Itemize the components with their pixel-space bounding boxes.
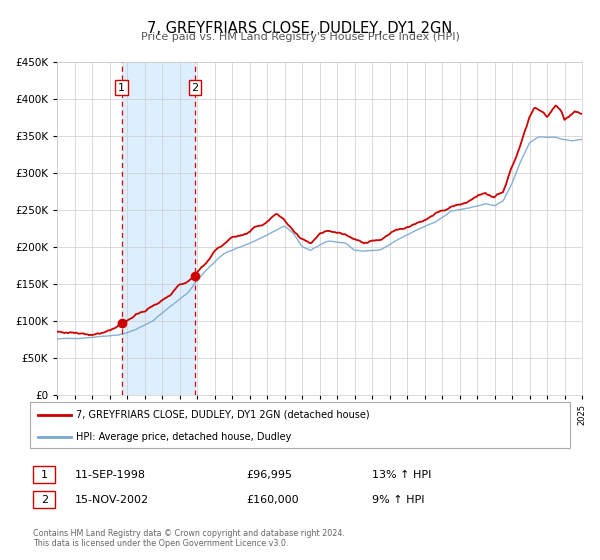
Text: £160,000: £160,000 xyxy=(246,494,299,505)
Bar xyxy=(122,62,195,395)
Text: 2: 2 xyxy=(191,82,199,92)
FancyBboxPatch shape xyxy=(34,466,55,483)
Text: £96,995: £96,995 xyxy=(246,470,292,480)
Text: 15-NOV-2002: 15-NOV-2002 xyxy=(75,494,149,505)
Text: 11-SEP-1998: 11-SEP-1998 xyxy=(75,470,146,480)
Text: Price paid vs. HM Land Registry's House Price Index (HPI): Price paid vs. HM Land Registry's House … xyxy=(140,32,460,42)
Text: 1: 1 xyxy=(118,82,125,92)
Text: HPI: Average price, detached house, Dudley: HPI: Average price, detached house, Dudl… xyxy=(76,432,291,441)
Text: 1: 1 xyxy=(41,470,48,480)
Text: Contains HM Land Registry data © Crown copyright and database right 2024.: Contains HM Land Registry data © Crown c… xyxy=(33,529,345,538)
Text: 13% ↑ HPI: 13% ↑ HPI xyxy=(372,470,431,480)
FancyBboxPatch shape xyxy=(30,402,570,448)
Text: 9% ↑ HPI: 9% ↑ HPI xyxy=(372,494,425,505)
Text: 7, GREYFRIARS CLOSE, DUDLEY, DY1 2GN: 7, GREYFRIARS CLOSE, DUDLEY, DY1 2GN xyxy=(148,21,452,36)
FancyBboxPatch shape xyxy=(34,491,55,508)
Text: 2: 2 xyxy=(41,494,48,505)
Text: This data is licensed under the Open Government Licence v3.0.: This data is licensed under the Open Gov… xyxy=(33,539,289,548)
Text: 7, GREYFRIARS CLOSE, DUDLEY, DY1 2GN (detached house): 7, GREYFRIARS CLOSE, DUDLEY, DY1 2GN (de… xyxy=(76,410,370,420)
